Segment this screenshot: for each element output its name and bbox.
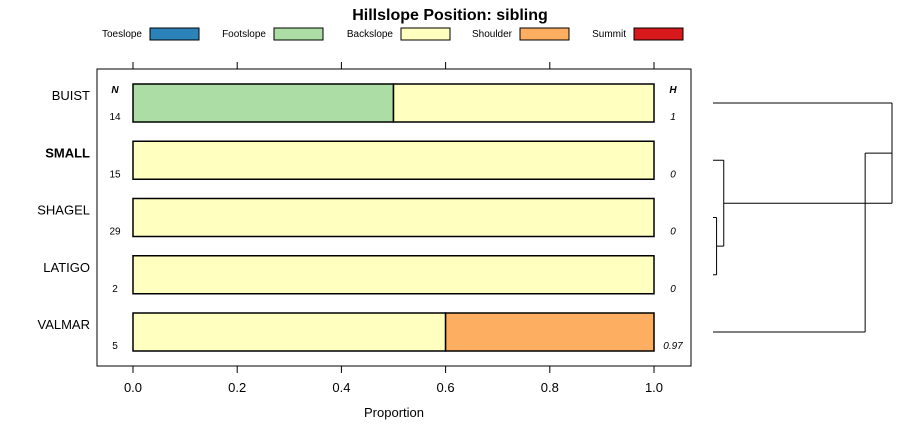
bar-latigo-backslope xyxy=(132,255,655,295)
h-value-buist: 1 xyxy=(670,112,676,123)
h-value-latigo: 0 xyxy=(670,284,676,295)
x-tick-label-4: 0.8 xyxy=(541,380,559,395)
n-value-buist: 14 xyxy=(109,112,121,123)
bar-valmar-backslope xyxy=(132,312,447,352)
category-label-buist: BUIST xyxy=(52,88,90,103)
legend-label-summit: Summit xyxy=(592,29,626,40)
legend-label-backslope: Backslope xyxy=(347,29,394,40)
x-axis-label: Proportion xyxy=(364,405,424,420)
dendrogram xyxy=(713,102,893,333)
n-column-header: N xyxy=(111,85,119,96)
row-buist: BUIST 14 1 xyxy=(52,83,676,123)
legend: Toeslope Footslope Backslope Shoulder Summit xyxy=(102,27,684,41)
n-value-shagel: 29 xyxy=(109,227,121,238)
x-tick-label-3: 0.6 xyxy=(437,380,455,395)
h-value-shagel: 0 xyxy=(670,227,676,238)
h-value-small: 0 xyxy=(670,169,676,180)
h-value-valmar: 0.97 xyxy=(663,341,683,352)
bar-shagel-backslope xyxy=(132,197,655,238)
plot-frame xyxy=(96,68,692,367)
category-label-shagel: SHAGEL xyxy=(37,203,90,218)
legend-swatch-backslope xyxy=(400,27,451,41)
n-value-small: 15 xyxy=(109,169,121,180)
x-tick-label-1: 0.2 xyxy=(228,380,246,395)
row-small: SMALL 15 0 xyxy=(45,140,676,180)
legend-label-footslope: Footslope xyxy=(222,29,266,40)
bar-buist-footslope xyxy=(132,83,395,123)
x-axis: 0.0 0.2 0.4 0.6 0.8 1.0 xyxy=(124,366,663,395)
n-value-valmar: 5 xyxy=(112,341,118,352)
legend-swatch-shoulder xyxy=(519,27,570,41)
bar-small-backslope xyxy=(132,140,655,180)
x-tick-label-0: 0.0 xyxy=(124,380,142,395)
legend-label-shoulder: Shoulder xyxy=(472,29,513,40)
category-label-valmar: VALMAR xyxy=(38,317,91,332)
h-column-header: H xyxy=(669,85,677,96)
n-value-latigo: 2 xyxy=(112,284,118,295)
category-label-latigo: LATIGO xyxy=(43,260,90,275)
top-axis-ticks xyxy=(132,62,655,69)
legend-label-toeslope: Toeslope xyxy=(102,29,142,40)
row-latigo: LATIGO 2 0 xyxy=(43,255,676,295)
x-tick-label-5: 1.0 xyxy=(645,380,663,395)
chart-title: Hillslope Position: sibling xyxy=(352,7,548,24)
bar-buist-backslope xyxy=(392,83,655,123)
legend-swatch-summit xyxy=(633,27,684,41)
legend-swatch-footslope xyxy=(273,27,324,41)
x-tick-label-2: 0.4 xyxy=(332,380,350,395)
legend-swatch-toeslope xyxy=(149,27,200,41)
row-valmar: VALMAR 5 0.97 xyxy=(38,312,683,352)
bar-valmar-shoulder xyxy=(444,312,655,352)
row-shagel: SHAGEL 29 0 xyxy=(37,197,676,238)
bar-rows: BUIST 14 1 SMALL 15 0 SHAGEL 29 0 LATIGO 2 0 VALMAR 5… xyxy=(37,83,683,352)
category-label-small: SMALL xyxy=(45,145,90,160)
